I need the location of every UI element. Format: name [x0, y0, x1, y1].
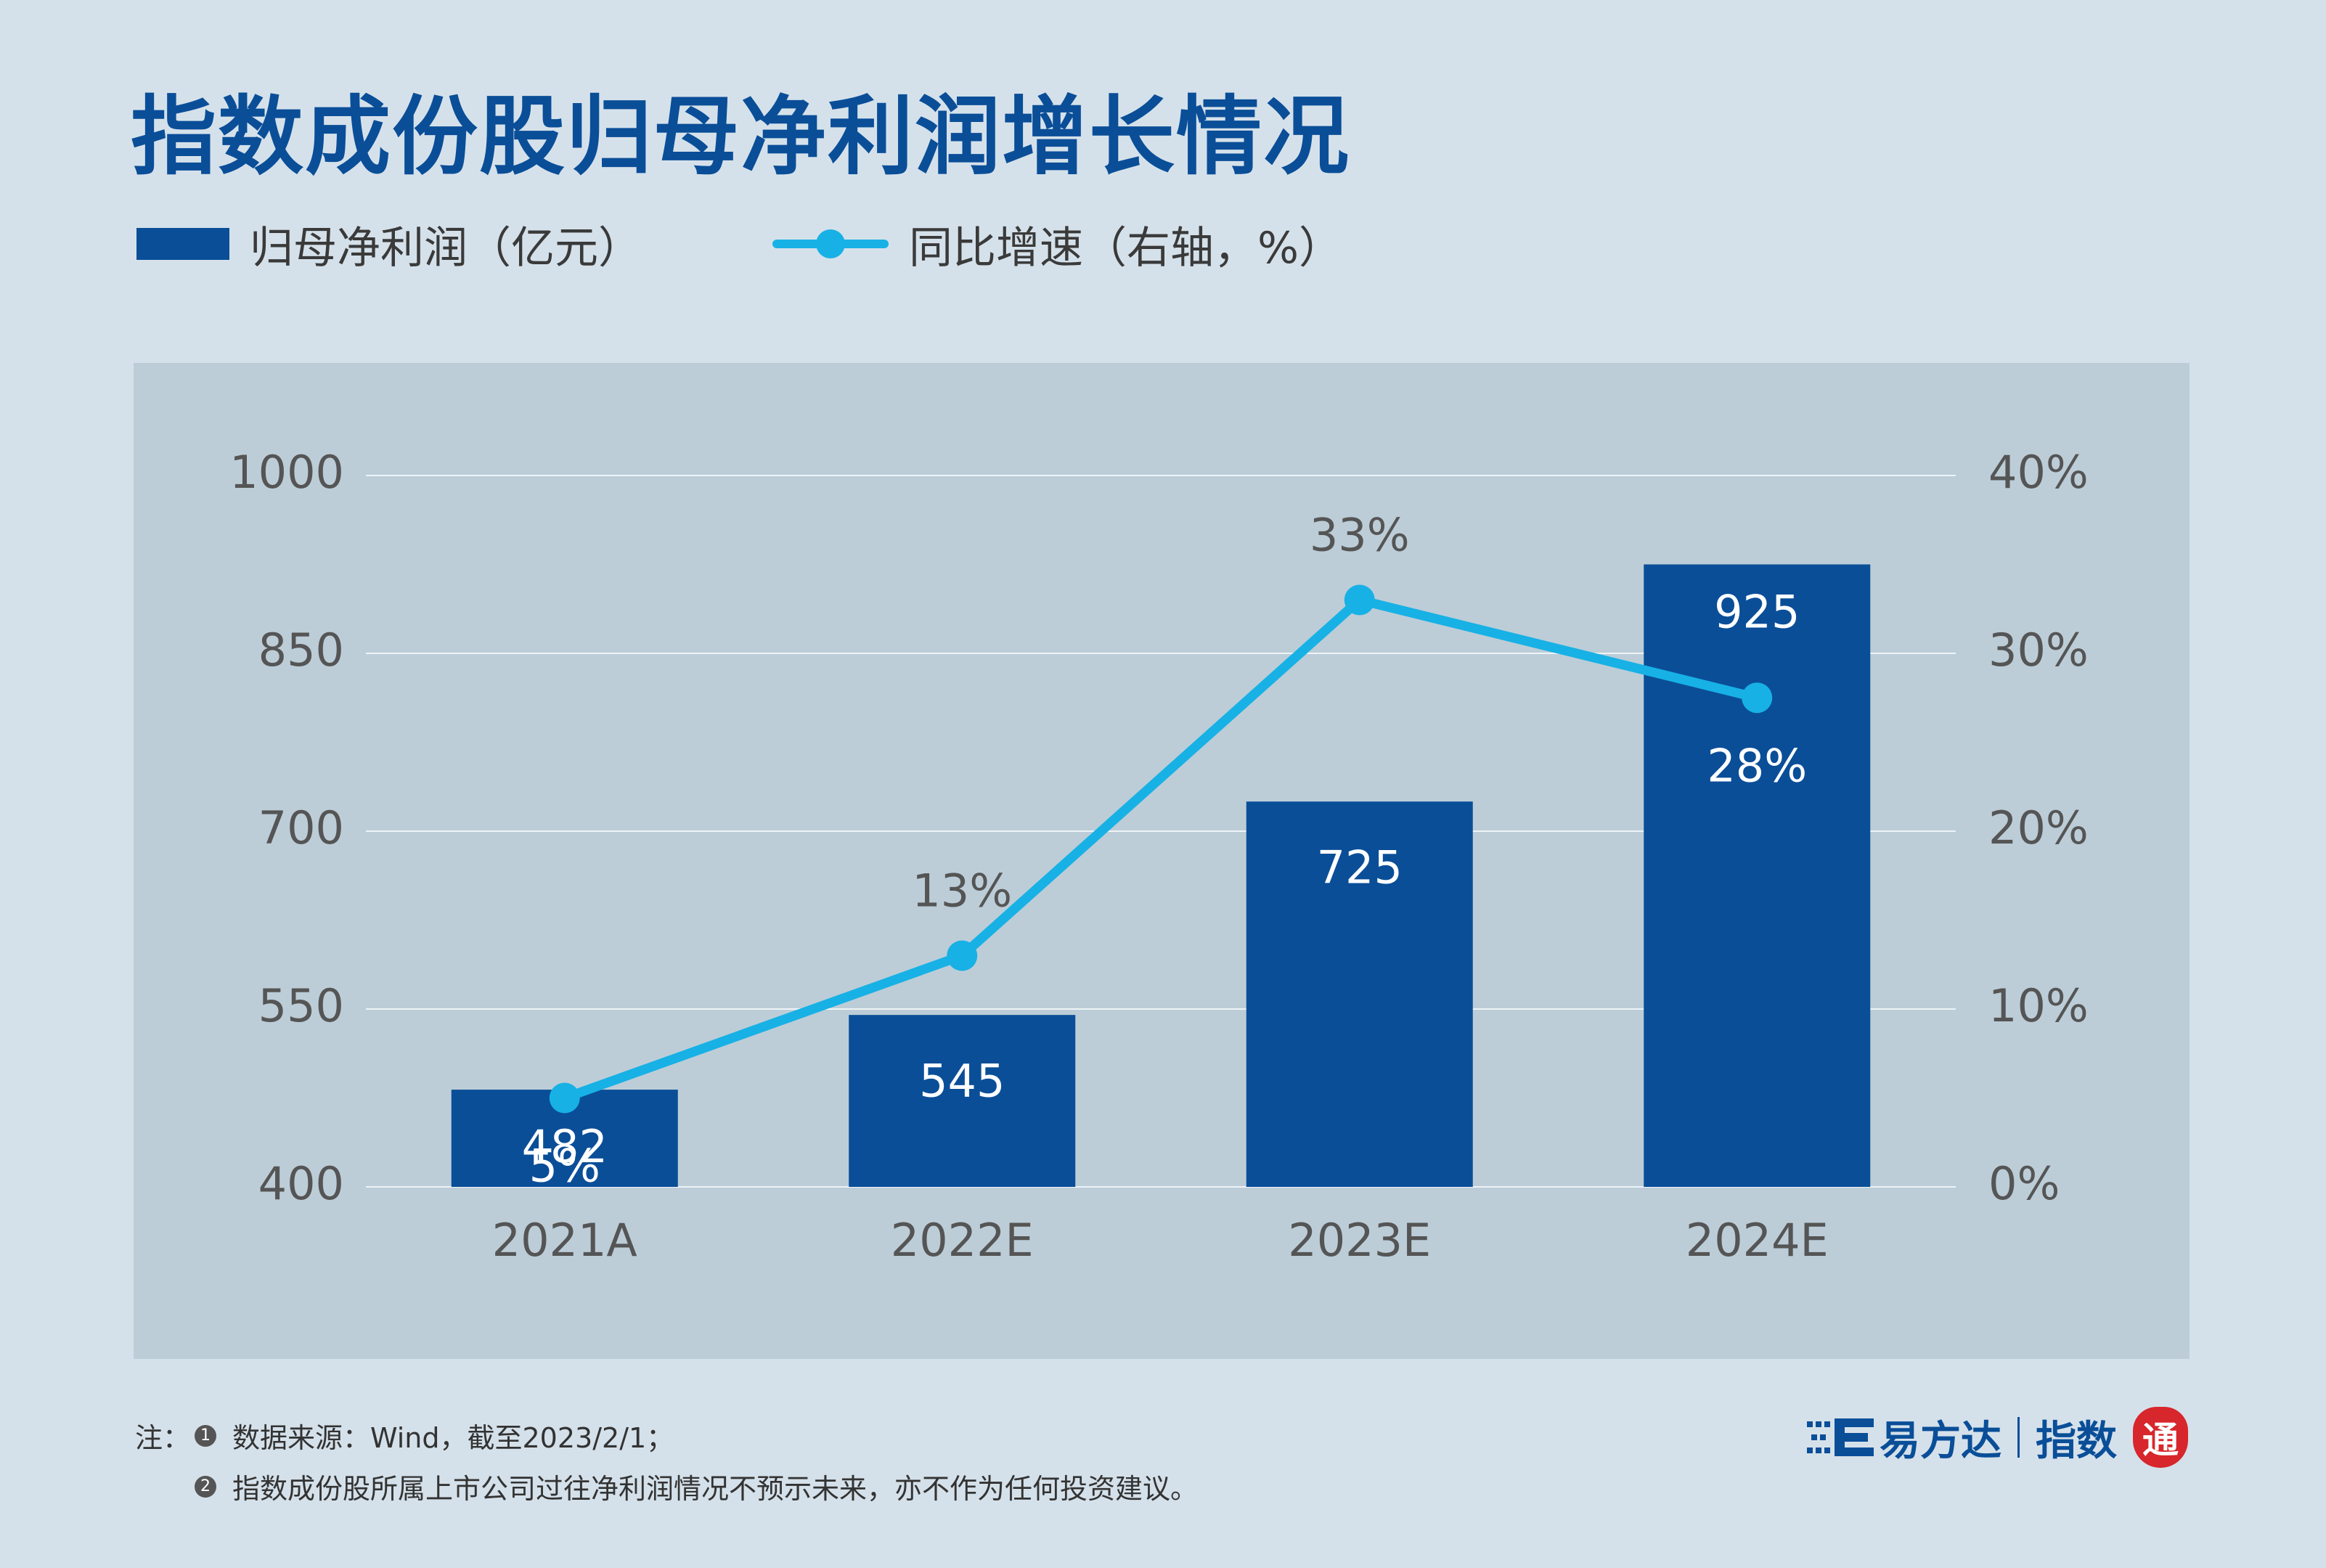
chart-svg: 400 550 700 850 1000 0% 10% 20% 30% 40% 2021A 2022E…: [229, 446, 2089, 1267]
footnote-label: 注：: [135, 1422, 191, 1454]
left-axis-tick-label: 700: [258, 801, 344, 854]
brand-seal-icon: 通: [2133, 1407, 2188, 1468]
legend-item-net-profit: 归母净利润（亿元）: [136, 215, 642, 274]
footnote-badge-1: 1: [195, 1424, 216, 1447]
left-axis-tick-label: 850: [258, 624, 344, 677]
footnote-badge-2: 2: [195, 1475, 216, 1498]
growth-point: [1344, 584, 1375, 616]
left-axis-tick-label: 1000: [229, 446, 344, 499]
bar-value-label: 725: [1317, 841, 1403, 894]
chart-title: 指数成份股归母净利润增长情况: [131, 86, 1351, 187]
growth-value-label: 13%: [912, 865, 1012, 918]
brand-e-icon: [1807, 1418, 1874, 1456]
x-axis-tick-label: 2024E: [1686, 1214, 1829, 1267]
growth-point: [549, 1082, 580, 1114]
right-axis-tick-label: 10%: [1988, 979, 2089, 1032]
bar: [1644, 564, 1871, 1187]
footnote-text-1: 数据来源：Wind，截至2023/2/1；: [232, 1422, 674, 1454]
growth-point: [947, 940, 978, 971]
footnote-1: 注： 1 数据来源：Wind，截至2023/2/1；: [135, 1416, 674, 1455]
bar: [849, 1015, 1076, 1187]
bar-value-label: 545: [919, 1054, 1005, 1107]
growth-value-label: 33%: [1310, 509, 1410, 562]
legend-item-growth: 同比增速（右轴，%）: [772, 215, 1343, 274]
chart-panel: 400 550 700 850 1000 0% 10% 20% 30% 40% 2021A 2022E…: [134, 363, 2190, 1359]
growth-value-label: 5%: [529, 1140, 600, 1193]
left-axis-tick-label: 400: [258, 1157, 344, 1210]
x-axis-tick-label: 2022E: [891, 1214, 1034, 1267]
x-axis-tick-label: 2023E: [1288, 1214, 1431, 1267]
footnote-2: 2 指数成份股所属上市公司过往净利润情况不预示未来，亦不作为任何投资建议。: [135, 1466, 1198, 1506]
brand-company: 易方达: [1880, 1417, 2001, 1465]
x-axis-tick-label: 2021A: [492, 1214, 637, 1267]
right-axis-tick-label: 30%: [1988, 624, 2089, 677]
right-axis-tick-label: 20%: [1988, 801, 2089, 854]
footnote-text-2: 指数成份股所属上市公司过往净利润情况不预示未来，亦不作为任何投资建议。: [232, 1473, 1199, 1505]
brand-separator: [2017, 1417, 2020, 1458]
legend-line-swatch: [772, 215, 889, 273]
growth-point: [1742, 682, 1773, 714]
bar: [1246, 801, 1473, 1187]
legend-label-growth: 同比增速（右轴，%）: [909, 222, 1343, 274]
bar-value-label: 925: [1714, 586, 1800, 639]
growth-line: [560, 595, 1762, 1103]
brand-logo: 易方达 指数 通: [1807, 1401, 2188, 1474]
legend-label-net-profit: 归母净利润（亿元）: [250, 222, 642, 274]
left-axis-tick-label: 550: [258, 979, 344, 1032]
brand-product: 指数: [2036, 1417, 2117, 1465]
right-axis-tick-label: 40%: [1988, 446, 2089, 499]
growth-value-label: 28%: [1707, 739, 1807, 792]
right-axis-tick-label: 0%: [1988, 1157, 2060, 1210]
bar-value-label: 482: [522, 1120, 608, 1173]
legend-bar-swatch: [136, 228, 229, 260]
